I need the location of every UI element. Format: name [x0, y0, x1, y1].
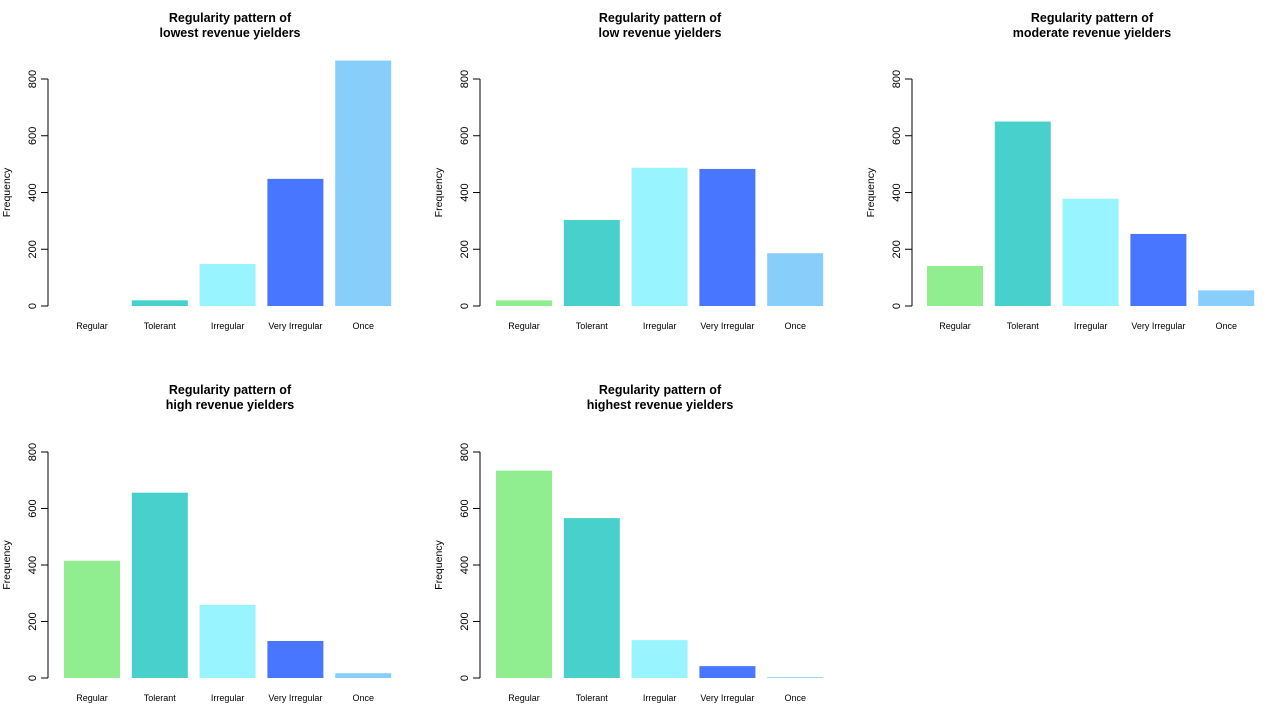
category-label: Very Irregular	[700, 321, 754, 331]
y-tick-label: 600	[27, 499, 39, 517]
chart-title-line: moderate revenue yielders	[1013, 26, 1171, 40]
y-tick-label: 200	[27, 240, 39, 258]
chart-title-line: highest revenue yielders	[587, 398, 734, 412]
y-tick-label: 400	[27, 183, 39, 201]
category-label: Regular	[76, 693, 108, 703]
category-label: Irregular	[643, 321, 677, 331]
chart-title-line: Regularity pattern of	[169, 11, 292, 25]
bar-once	[767, 253, 824, 306]
bar-regular	[496, 470, 552, 678]
bar-tolerant	[563, 518, 620, 678]
y-axis-label: Frequency	[1, 539, 13, 589]
bar-tolerant	[563, 220, 620, 306]
y-tick-label: 0	[27, 675, 39, 681]
y-axis-label: Frequency	[1, 167, 13, 217]
bar-very-irregular	[699, 666, 756, 678]
bar-tolerant	[994, 121, 1051, 306]
bar-once	[335, 60, 392, 307]
bar-once	[767, 677, 824, 678]
category-label: Tolerant	[1007, 321, 1040, 331]
y-tick-label: 400	[891, 183, 903, 201]
y-tick-label: 800	[27, 443, 39, 461]
bar-regular	[496, 300, 552, 306]
category-label: Irregular	[211, 693, 245, 703]
bar-irregular	[199, 264, 256, 306]
category-label: Once	[352, 693, 374, 703]
y-tick-label: 0	[459, 303, 471, 309]
y-axis-label: Frequency	[865, 167, 877, 217]
chart-title-line: Regularity pattern of	[599, 383, 722, 397]
y-tick-label: 400	[459, 556, 471, 574]
bar-once	[335, 673, 392, 678]
chart-title-line: lowest revenue yielders	[159, 26, 300, 40]
chart-title-line: low revenue yielders	[599, 26, 722, 40]
category-label: Once	[352, 321, 374, 331]
chart-title-line: Regularity pattern of	[1031, 11, 1154, 25]
bar-very-irregular	[699, 168, 756, 306]
category-label: Very Irregular	[268, 321, 322, 331]
category-label: Once	[784, 321, 806, 331]
bar-tolerant	[131, 300, 188, 306]
bar-very-irregular	[267, 178, 324, 306]
category-label: Once	[784, 693, 806, 703]
category-label: Regular	[508, 321, 540, 331]
bar-very-irregular	[1130, 233, 1187, 306]
bar-irregular	[1062, 198, 1119, 306]
y-tick-label: 600	[459, 499, 471, 517]
y-tick-label: 800	[891, 70, 903, 88]
category-label: Irregular	[643, 693, 677, 703]
y-tick-label: 0	[891, 303, 903, 309]
y-tick-label: 0	[459, 675, 471, 681]
chart-title-line: Regularity pattern of	[169, 383, 292, 397]
category-label: Regular	[939, 321, 971, 331]
category-label: Irregular	[1074, 321, 1108, 331]
category-label: Regular	[508, 693, 540, 703]
y-tick-label: 400	[27, 556, 39, 574]
y-tick-label: 600	[27, 127, 39, 145]
bar-once	[1198, 290, 1255, 306]
y-tick-label: 800	[27, 70, 39, 88]
category-label: Very Irregular	[1131, 321, 1185, 331]
bar-tolerant	[131, 492, 188, 678]
category-label: Tolerant	[144, 321, 177, 331]
bar-regular	[64, 560, 120, 678]
y-tick-label: 800	[459, 443, 471, 461]
category-label: Very Irregular	[700, 693, 754, 703]
category-label: Tolerant	[144, 693, 177, 703]
bar-irregular	[631, 167, 688, 306]
bar-regular	[927, 265, 983, 306]
category-label: Regular	[76, 321, 108, 331]
bar-irregular	[199, 604, 256, 678]
category-label: Tolerant	[576, 693, 609, 703]
y-tick-label: 200	[459, 240, 471, 258]
category-label: Very Irregular	[268, 693, 322, 703]
category-label: Once	[1215, 321, 1237, 331]
y-tick-label: 200	[891, 240, 903, 258]
y-axis-label: Frequency	[433, 539, 445, 589]
y-tick-label: 200	[459, 612, 471, 630]
bar-very-irregular	[267, 640, 324, 678]
y-tick-label: 800	[459, 70, 471, 88]
y-tick-label: 600	[891, 127, 903, 145]
category-label: Tolerant	[576, 321, 609, 331]
category-label: Irregular	[211, 321, 245, 331]
y-tick-label: 0	[27, 303, 39, 309]
y-tick-label: 200	[27, 612, 39, 630]
y-axis-label: Frequency	[433, 167, 445, 217]
bar-irregular	[631, 640, 688, 678]
chart-title-line: high revenue yielders	[166, 398, 295, 412]
y-tick-label: 600	[459, 127, 471, 145]
y-tick-label: 400	[459, 183, 471, 201]
chart-title-line: Regularity pattern of	[599, 11, 722, 25]
